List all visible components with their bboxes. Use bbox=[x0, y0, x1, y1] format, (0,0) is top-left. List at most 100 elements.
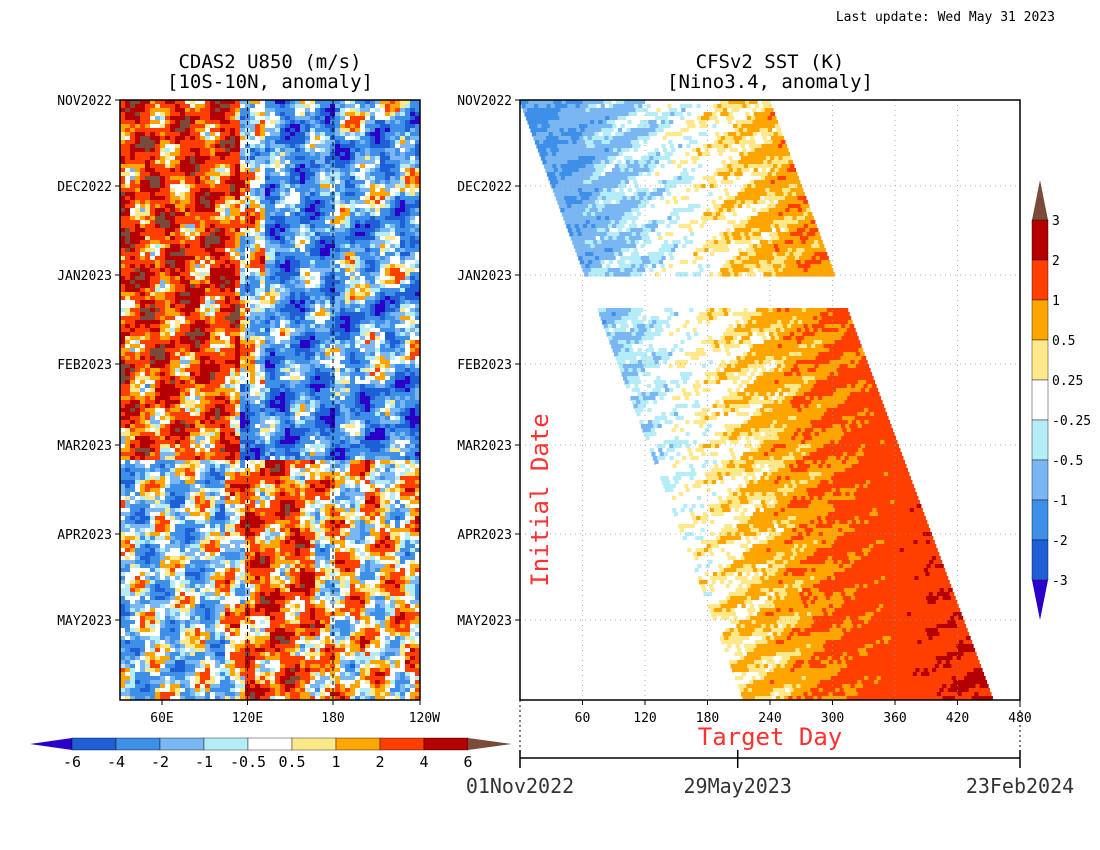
u850-cell bbox=[275, 324, 281, 329]
u850-cell bbox=[235, 336, 241, 341]
u850-cell bbox=[260, 136, 266, 141]
u850-cell bbox=[395, 248, 401, 253]
u850-cell bbox=[400, 116, 406, 121]
u850-cell bbox=[195, 208, 201, 213]
u850-cell bbox=[325, 176, 331, 181]
u850-cell bbox=[310, 320, 316, 325]
u850-cell bbox=[125, 132, 131, 137]
u850-cell bbox=[165, 212, 171, 217]
u850-cell bbox=[405, 152, 411, 157]
u850-cell bbox=[300, 296, 306, 301]
u850-cell bbox=[230, 324, 236, 329]
u850-cell bbox=[260, 292, 266, 297]
u850-cell bbox=[335, 208, 341, 213]
u850-cell bbox=[220, 348, 226, 353]
u850-cell bbox=[395, 132, 401, 137]
u850-cell bbox=[165, 204, 171, 209]
u850-cell bbox=[210, 100, 216, 105]
u850-cell bbox=[240, 280, 246, 285]
u850-cell bbox=[235, 312, 241, 317]
u850-cell bbox=[410, 216, 416, 221]
u850-cell bbox=[210, 256, 216, 261]
u850-cell bbox=[365, 412, 371, 417]
u850-cell bbox=[250, 384, 256, 389]
u850-cell bbox=[325, 308, 331, 313]
u850-cell bbox=[340, 308, 346, 313]
u850-cell bbox=[205, 252, 211, 257]
u850-cell bbox=[255, 300, 261, 305]
u850-cell bbox=[380, 352, 386, 357]
u850-cell bbox=[215, 272, 221, 277]
u850-cell bbox=[245, 172, 251, 177]
u850-cell bbox=[165, 308, 171, 313]
u850-cell bbox=[260, 200, 266, 205]
u850-cell bbox=[255, 292, 261, 297]
u850-cell bbox=[310, 128, 316, 133]
u850-cell bbox=[270, 228, 276, 233]
u850-cell bbox=[365, 268, 371, 273]
u850-cell bbox=[290, 336, 296, 341]
u850-cell bbox=[375, 160, 381, 165]
u850-cell bbox=[320, 172, 326, 177]
u850-cell bbox=[365, 132, 371, 137]
u850-cell bbox=[360, 296, 366, 301]
u850-cell bbox=[200, 204, 206, 209]
u850-cell bbox=[350, 156, 356, 161]
u850-cell bbox=[270, 140, 276, 145]
u850-cell bbox=[290, 152, 296, 157]
u850-cell bbox=[305, 340, 311, 345]
u850-cell bbox=[340, 232, 346, 237]
u850-cell bbox=[160, 404, 166, 409]
u850-cell bbox=[365, 428, 371, 433]
u850-cell bbox=[205, 100, 211, 105]
u850-cell bbox=[235, 132, 241, 137]
u850-cell bbox=[300, 360, 306, 365]
u850-cell bbox=[375, 300, 381, 305]
u850-cell bbox=[190, 116, 196, 121]
u850-cell bbox=[200, 236, 206, 241]
u850-cell bbox=[310, 232, 316, 237]
u850-cell bbox=[265, 200, 271, 205]
u850-cell bbox=[405, 324, 411, 329]
u850-cell bbox=[315, 188, 321, 193]
u850-cell bbox=[185, 268, 191, 273]
u850-cell bbox=[195, 328, 201, 333]
u850-cell bbox=[320, 384, 326, 389]
u850-cell bbox=[320, 328, 326, 333]
u850-cell bbox=[325, 312, 331, 317]
u850-cell bbox=[320, 152, 326, 157]
u850-cell bbox=[140, 152, 146, 157]
u850-cell bbox=[185, 264, 191, 269]
u850-cell bbox=[130, 400, 136, 405]
u850-cell bbox=[215, 392, 221, 397]
u850-cell bbox=[190, 344, 196, 349]
u850-cell bbox=[230, 236, 236, 241]
u850-cell bbox=[220, 196, 226, 201]
u850-cell bbox=[360, 260, 366, 265]
u850-cell bbox=[125, 396, 131, 401]
u850-cell bbox=[380, 100, 386, 105]
u850-cell bbox=[345, 404, 351, 409]
u850-cell bbox=[290, 356, 296, 361]
u850-cell bbox=[150, 424, 156, 429]
u850-cell bbox=[210, 380, 216, 385]
u850-cell bbox=[205, 108, 211, 113]
u850-cell bbox=[190, 224, 196, 229]
u850-cell bbox=[155, 336, 161, 341]
u850-cell bbox=[345, 264, 351, 269]
u850-cell bbox=[235, 428, 241, 433]
u850-cell bbox=[295, 240, 301, 245]
u850-cell bbox=[150, 340, 156, 345]
u850-cell bbox=[315, 152, 321, 157]
u850-cell bbox=[275, 208, 281, 213]
u850-cell bbox=[160, 324, 166, 329]
u850-cell bbox=[275, 152, 281, 157]
u850-cell bbox=[415, 184, 420, 189]
u850-cell bbox=[295, 304, 301, 309]
u850-cell bbox=[400, 348, 406, 353]
u850-cell bbox=[280, 308, 286, 313]
u850-cell bbox=[145, 324, 151, 329]
u850-cell bbox=[165, 368, 171, 373]
u850-cell bbox=[130, 432, 136, 437]
u850-cell bbox=[310, 116, 316, 121]
